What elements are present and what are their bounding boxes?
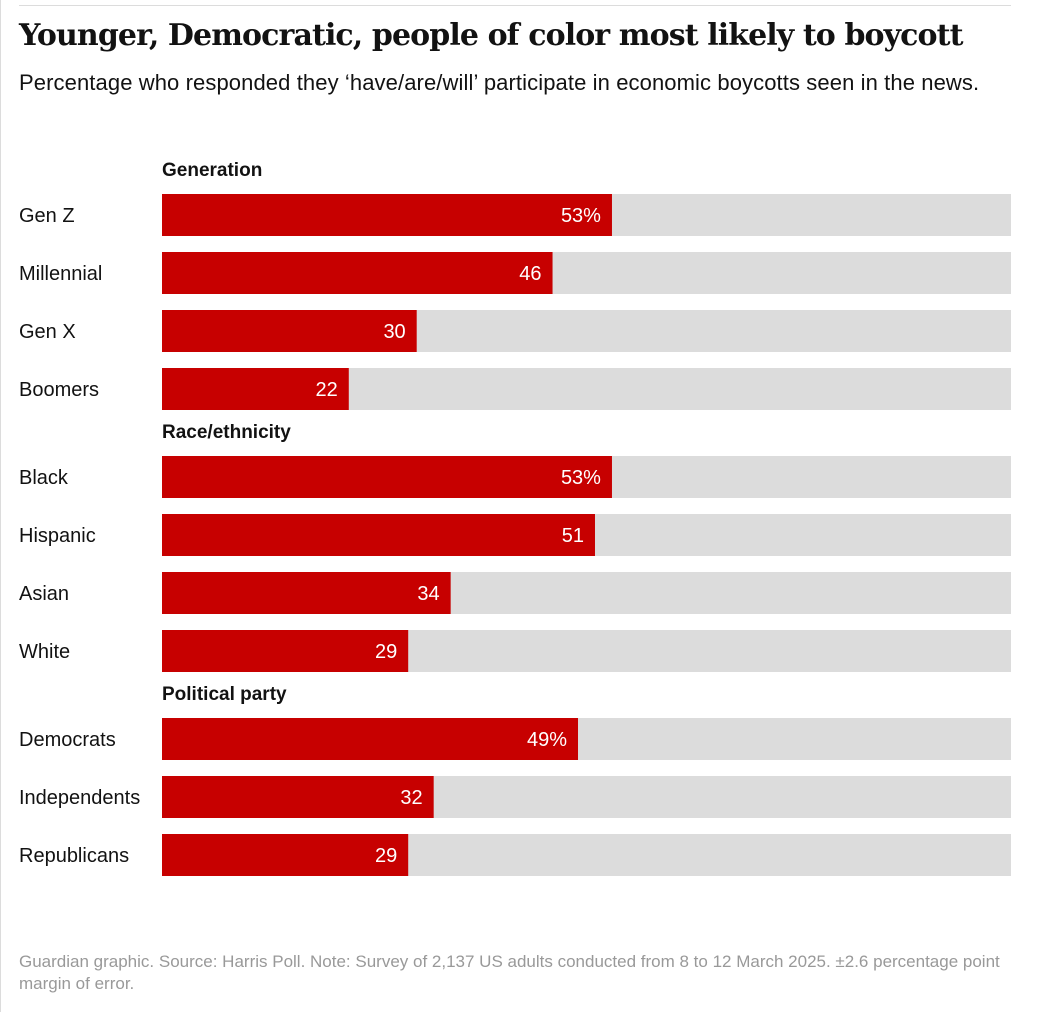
value-label: 53% — [561, 467, 601, 489]
bar — [162, 572, 451, 614]
value-label: 51 — [562, 525, 584, 547]
category-label: Asian — [19, 583, 69, 605]
category-label: Hispanic — [19, 525, 96, 547]
bar — [162, 310, 417, 352]
category-label: White — [19, 641, 70, 663]
bar-chart: Generation Gen Z 53% Millennial 46 Gen X 30 Boo… — [19, 160, 1011, 876]
value-label: 46 — [519, 263, 541, 285]
category-label: Republicans — [19, 845, 129, 867]
value-label: 30 — [383, 321, 405, 343]
group-heading: Generation — [162, 160, 262, 181]
chart-subtitle: Percentage who responded they ‘have/are/… — [19, 70, 980, 95]
category-label: Gen Z — [19, 205, 75, 227]
group-heading: Political party — [162, 684, 287, 705]
bar — [162, 776, 434, 818]
bar — [162, 456, 612, 498]
bar — [162, 834, 409, 876]
group-heading: Race/ethnicity — [162, 422, 291, 443]
value-label: 49% — [527, 729, 567, 751]
bar — [162, 514, 595, 556]
value-label: 29 — [375, 641, 397, 663]
source-note: Guardian graphic. Source: Harris Poll. N… — [19, 952, 1000, 993]
value-label: 34 — [417, 583, 439, 605]
category-label: Millennial — [19, 263, 102, 285]
bar — [162, 252, 553, 294]
category-label: Black — [19, 467, 69, 489]
value-label: 29 — [375, 845, 397, 867]
category-label: Boomers — [19, 379, 99, 401]
category-label: Gen X — [19, 321, 76, 343]
category-label: Independents — [19, 787, 140, 809]
value-label: 32 — [400, 787, 422, 809]
category-label: Democrats — [19, 729, 116, 751]
bar — [162, 368, 349, 410]
top-divider — [19, 5, 1011, 6]
bar — [162, 194, 612, 236]
bar — [162, 630, 409, 672]
chart-title: Younger, Democratic, people of color mos… — [19, 18, 963, 53]
value-label: 53% — [561, 205, 601, 227]
bar — [162, 718, 579, 760]
value-label: 22 — [316, 379, 338, 401]
